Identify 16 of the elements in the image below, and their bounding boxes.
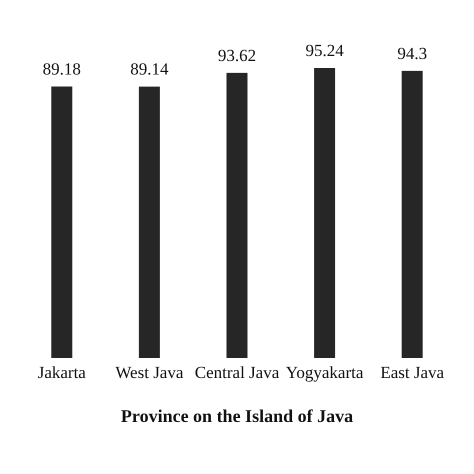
x-tick-label: Jakarta <box>38 363 86 382</box>
x-tick-label: Yogyakarta <box>286 363 364 382</box>
x-axis-title: Province on the Island of Java <box>120 406 354 426</box>
bar <box>314 68 336 358</box>
bar <box>138 86 160 358</box>
x-tick-label: Central Java <box>194 363 280 382</box>
data-label: 93.62 <box>218 46 256 65</box>
bar <box>226 72 248 358</box>
x-tick-label: East Java <box>380 363 445 382</box>
data-label: 89.18 <box>42 59 81 78</box>
data-label: 95.24 <box>305 41 344 60</box>
bar <box>402 70 423 358</box>
data-label: 94.3 <box>397 44 428 63</box>
data-label: 89.14 <box>130 60 170 79</box>
bar <box>51 86 72 358</box>
x-tick-label: West Java <box>115 363 184 382</box>
